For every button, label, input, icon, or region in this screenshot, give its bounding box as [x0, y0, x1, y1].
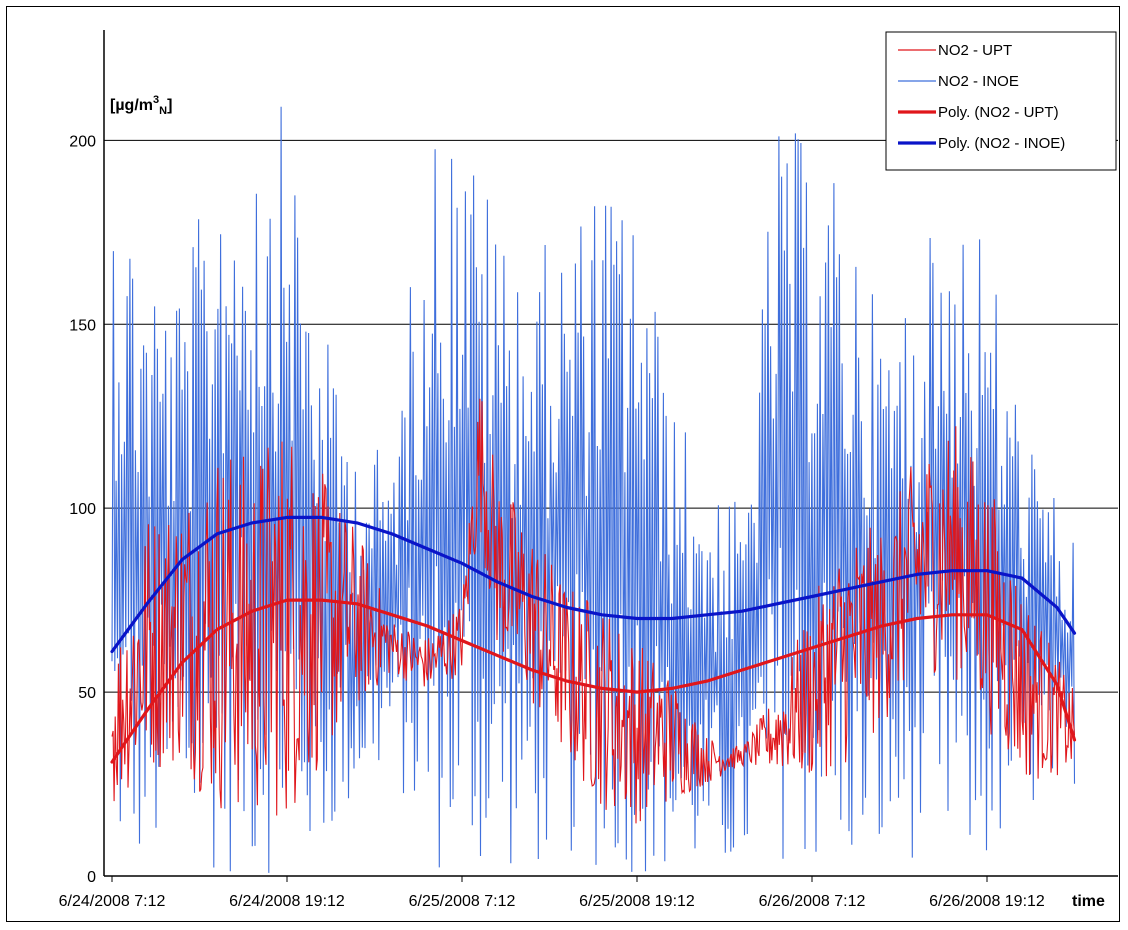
legend-label-0: NO2 - UPT — [938, 42, 1012, 59]
y-tick-0: 0 — [87, 869, 96, 886]
raw-line-raw-upt — [111, 398, 1076, 824]
legend-box — [885, 31, 1117, 171]
x-tick-label-1: 6/24/2008 19:12 — [229, 893, 345, 910]
y-tick-200: 200 — [69, 133, 96, 150]
y-tick-labels: 0 50 100 150 200 — [69, 133, 96, 886]
x-tick-label-4: 6/26/2008 7:12 — [759, 893, 866, 910]
x-tick-label-5: 6/26/2008 19:12 — [929, 893, 1045, 910]
trend-line-1 — [110, 515, 1077, 654]
y-tick-150: 150 — [69, 317, 96, 334]
series-no2-upt — [111, 398, 1076, 824]
series-no2-inoe — [111, 106, 1076, 873]
raw-line-raw-inoe — [111, 106, 1076, 873]
legend-label-1: NO2 - INOE — [938, 73, 1019, 90]
x-tick-label-3: 6/25/2008 19:12 — [579, 893, 695, 910]
x-tick-label-2: 6/25/2008 7:12 — [409, 893, 516, 910]
legend-label-2: Poly. (NO2 - UPT) — [938, 104, 1059, 121]
trend-line-0 — [110, 598, 1077, 764]
x-tick-label-0: 6/24/2008 7:12 — [59, 893, 166, 910]
axes — [103, 30, 1118, 877]
legend-label-3: Poly. (NO2 - INOE) — [938, 135, 1065, 152]
x-tick-labels: 6/24/2008 7:12 6/24/2008 19:12 6/25/2008 7… — [59, 876, 1045, 910]
y-tick-50: 50 — [78, 685, 96, 702]
y-unit-label: [µg/m3N] — [110, 94, 172, 117]
y-tick-100: 100 — [69, 501, 96, 518]
trendlines — [110, 515, 1077, 764]
x-axis-label: time — [1072, 893, 1105, 910]
legend: NO2 - UPT NO2 - INOE Poly. (NO2 - UPT) Poly… — [885, 31, 1117, 171]
